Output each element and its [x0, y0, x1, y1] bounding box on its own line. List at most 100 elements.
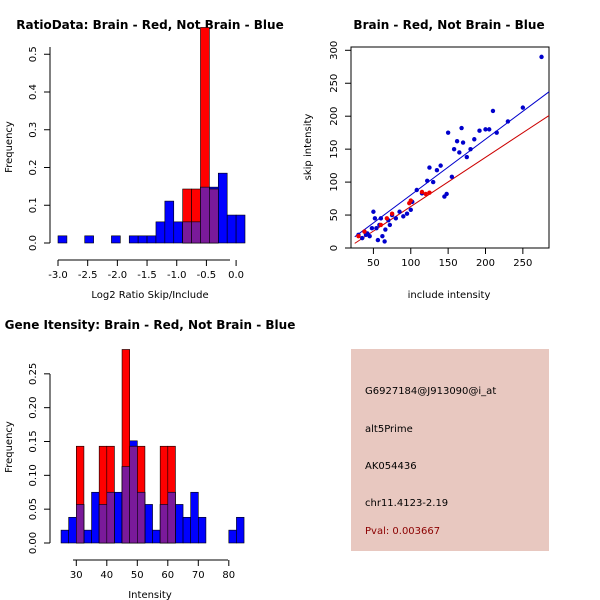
ratio-xtick-label: -1.0: [167, 270, 187, 281]
scatter-ytick-label: 200: [329, 107, 340, 126]
ratio-histogram-panel: RatioData: Brain - Red, Not Brain - Blue…: [4, 18, 284, 301]
intensity-ytick-label: 0.25: [28, 363, 39, 385]
scatter-ytick-label: 50: [329, 209, 340, 222]
genomic-location: chr11.4123-2.19: [365, 498, 449, 509]
scatter-point-not-brain: [468, 146, 473, 152]
ratio-bar-not-brain: [111, 235, 121, 244]
ratio-ytick-label: 0.0: [28, 235, 39, 251]
scatter-xtick-label: 150: [439, 258, 458, 269]
event-type: alt5Prime: [365, 424, 413, 435]
ratio-xtick-label: -0.5: [197, 270, 217, 281]
scatter-point-not-brain: [367, 233, 372, 239]
ratio-xtick-label: -2.0: [108, 270, 128, 281]
ratio-ytick-label: 0.5: [28, 46, 39, 62]
scatter-point-not-brain: [425, 178, 430, 183]
intensity-bar-not-brain: [91, 491, 100, 544]
intensity-xtick-label: 30: [70, 570, 83, 581]
ratio-bar-not-brain: [164, 200, 175, 244]
scatter-point-not-brain: [487, 127, 492, 132]
scatter-y-label: skip intensity: [303, 114, 314, 181]
scatter-point-not-brain: [371, 209, 376, 214]
scatter-point-not-brain: [457, 150, 462, 155]
scatter-xtick-label: 50: [367, 258, 380, 269]
scatter-point-not-brain: [449, 174, 455, 180]
intensity-ytick-label: 0.05: [28, 498, 39, 520]
scatter-point-not-brain: [369, 226, 375, 231]
intensity-bar-not-brain: [236, 516, 245, 544]
scatter-point-not-brain: [382, 239, 387, 244]
scatter-point-not-brain: [375, 237, 381, 243]
scatter-point-not-brain: [393, 216, 399, 221]
intensity-bar-not-brain: [114, 491, 123, 544]
ratio-bar-overlap: [182, 221, 192, 244]
intensity-bar-not-brain: [83, 529, 92, 544]
scatter-point-not-brain: [464, 154, 470, 160]
scatter-ytick-label: 100: [329, 173, 340, 192]
intensity-bar-overlap: [137, 491, 146, 544]
ratio-bar-not-brain: [155, 221, 166, 244]
ratio-xtick-label: 0.0: [228, 270, 244, 281]
intensity-xtick-label: 40: [100, 570, 113, 581]
scatter-point-not-brain: [451, 146, 457, 152]
intensity-x-label: Intensity: [128, 590, 172, 600]
ratio-ytick-label: 0.1: [28, 197, 39, 213]
scatter-ytick-label: 250: [329, 74, 340, 93]
ratio-bar-overlap: [209, 188, 219, 244]
scatter-point-not-brain: [438, 163, 443, 168]
scatter-xtick-label: 100: [401, 258, 420, 269]
ratio-bar-not-brain: [137, 235, 148, 244]
scatter-point-not-brain: [387, 222, 393, 228]
intensity-bar-overlap: [167, 491, 176, 544]
ratio-bar-not-brain: [57, 235, 68, 244]
scatter-point-not-brain: [490, 108, 496, 114]
scatter-point-not-brain: [539, 54, 544, 60]
ratio-bar-overlap: [191, 221, 201, 244]
intensity-xtick-label: 60: [161, 570, 174, 581]
scatter-point-brain: [423, 191, 428, 197]
p-value: Pval: 0.003667: [365, 526, 441, 537]
intensity-bar-overlap: [98, 504, 108, 544]
intensity-ytick-label: 0.20: [28, 397, 39, 419]
intensity-bar-overlap: [106, 491, 115, 544]
scatter-point-brain: [356, 233, 361, 239]
intensity-bar-not-brain: [198, 516, 207, 544]
scatter-point-not-brain: [430, 179, 436, 185]
intensity-xtick-label: 50: [131, 570, 144, 581]
scatter-point-not-brain: [494, 130, 499, 135]
ratio-bar-not-brain: [146, 235, 157, 244]
intensity-y-label: Frequency: [4, 421, 15, 473]
scatter-point-not-brain: [360, 235, 365, 241]
scatter-fit-line: [354, 115, 550, 244]
intensity-bar-not-brain: [190, 491, 199, 544]
intensity-bar-not-brain: [228, 529, 237, 544]
ratio-ytick-label: 0.4: [28, 84, 39, 100]
intensity-histogram-panel: Gene Itensity: Brain - Red, Not Brain - …: [4, 318, 295, 600]
scatter-point-not-brain: [520, 105, 526, 110]
scatter-xtick-label: 200: [476, 258, 495, 269]
ratio-histogram-title: RatioData: Brain - Red, Not Brain - Blue: [16, 18, 283, 32]
ratio-y-label: Frequency: [4, 121, 15, 173]
scatter-fit-line: [354, 91, 550, 238]
scatter-point-not-brain: [401, 214, 406, 219]
intensity-bar-not-brain: [144, 504, 153, 544]
scatter-panel: Brain - Red, Not Brain - Blue 50 100 150 20…: [303, 18, 550, 301]
scatter-point-not-brain: [445, 130, 451, 135]
intensity-bar-not-brain: [175, 504, 184, 544]
ratio-bar-not-brain: [217, 172, 228, 244]
probe-id: G6927184@J913090@i_at: [365, 386, 497, 397]
ratio-bar-overlap: [200, 186, 210, 244]
intensity-bar-overlap: [159, 504, 169, 544]
scatter-point-not-brain: [372, 216, 378, 221]
scatter-point-not-brain: [378, 216, 384, 221]
ratio-xtick-label: -2.5: [78, 270, 98, 281]
ratio-bar-not-brain: [128, 235, 139, 244]
scatter-point-brain: [389, 211, 395, 216]
scatter-point-not-brain: [414, 187, 419, 193]
scatter-point-not-brain: [374, 226, 379, 231]
scatter-point-brain: [378, 222, 384, 228]
intensity-ytick-label: 0.00: [28, 532, 39, 554]
ratio-xtick-label: -3.0: [48, 270, 68, 281]
scatter-point-not-brain: [472, 137, 477, 142]
scatter-point-not-brain: [380, 233, 385, 239]
